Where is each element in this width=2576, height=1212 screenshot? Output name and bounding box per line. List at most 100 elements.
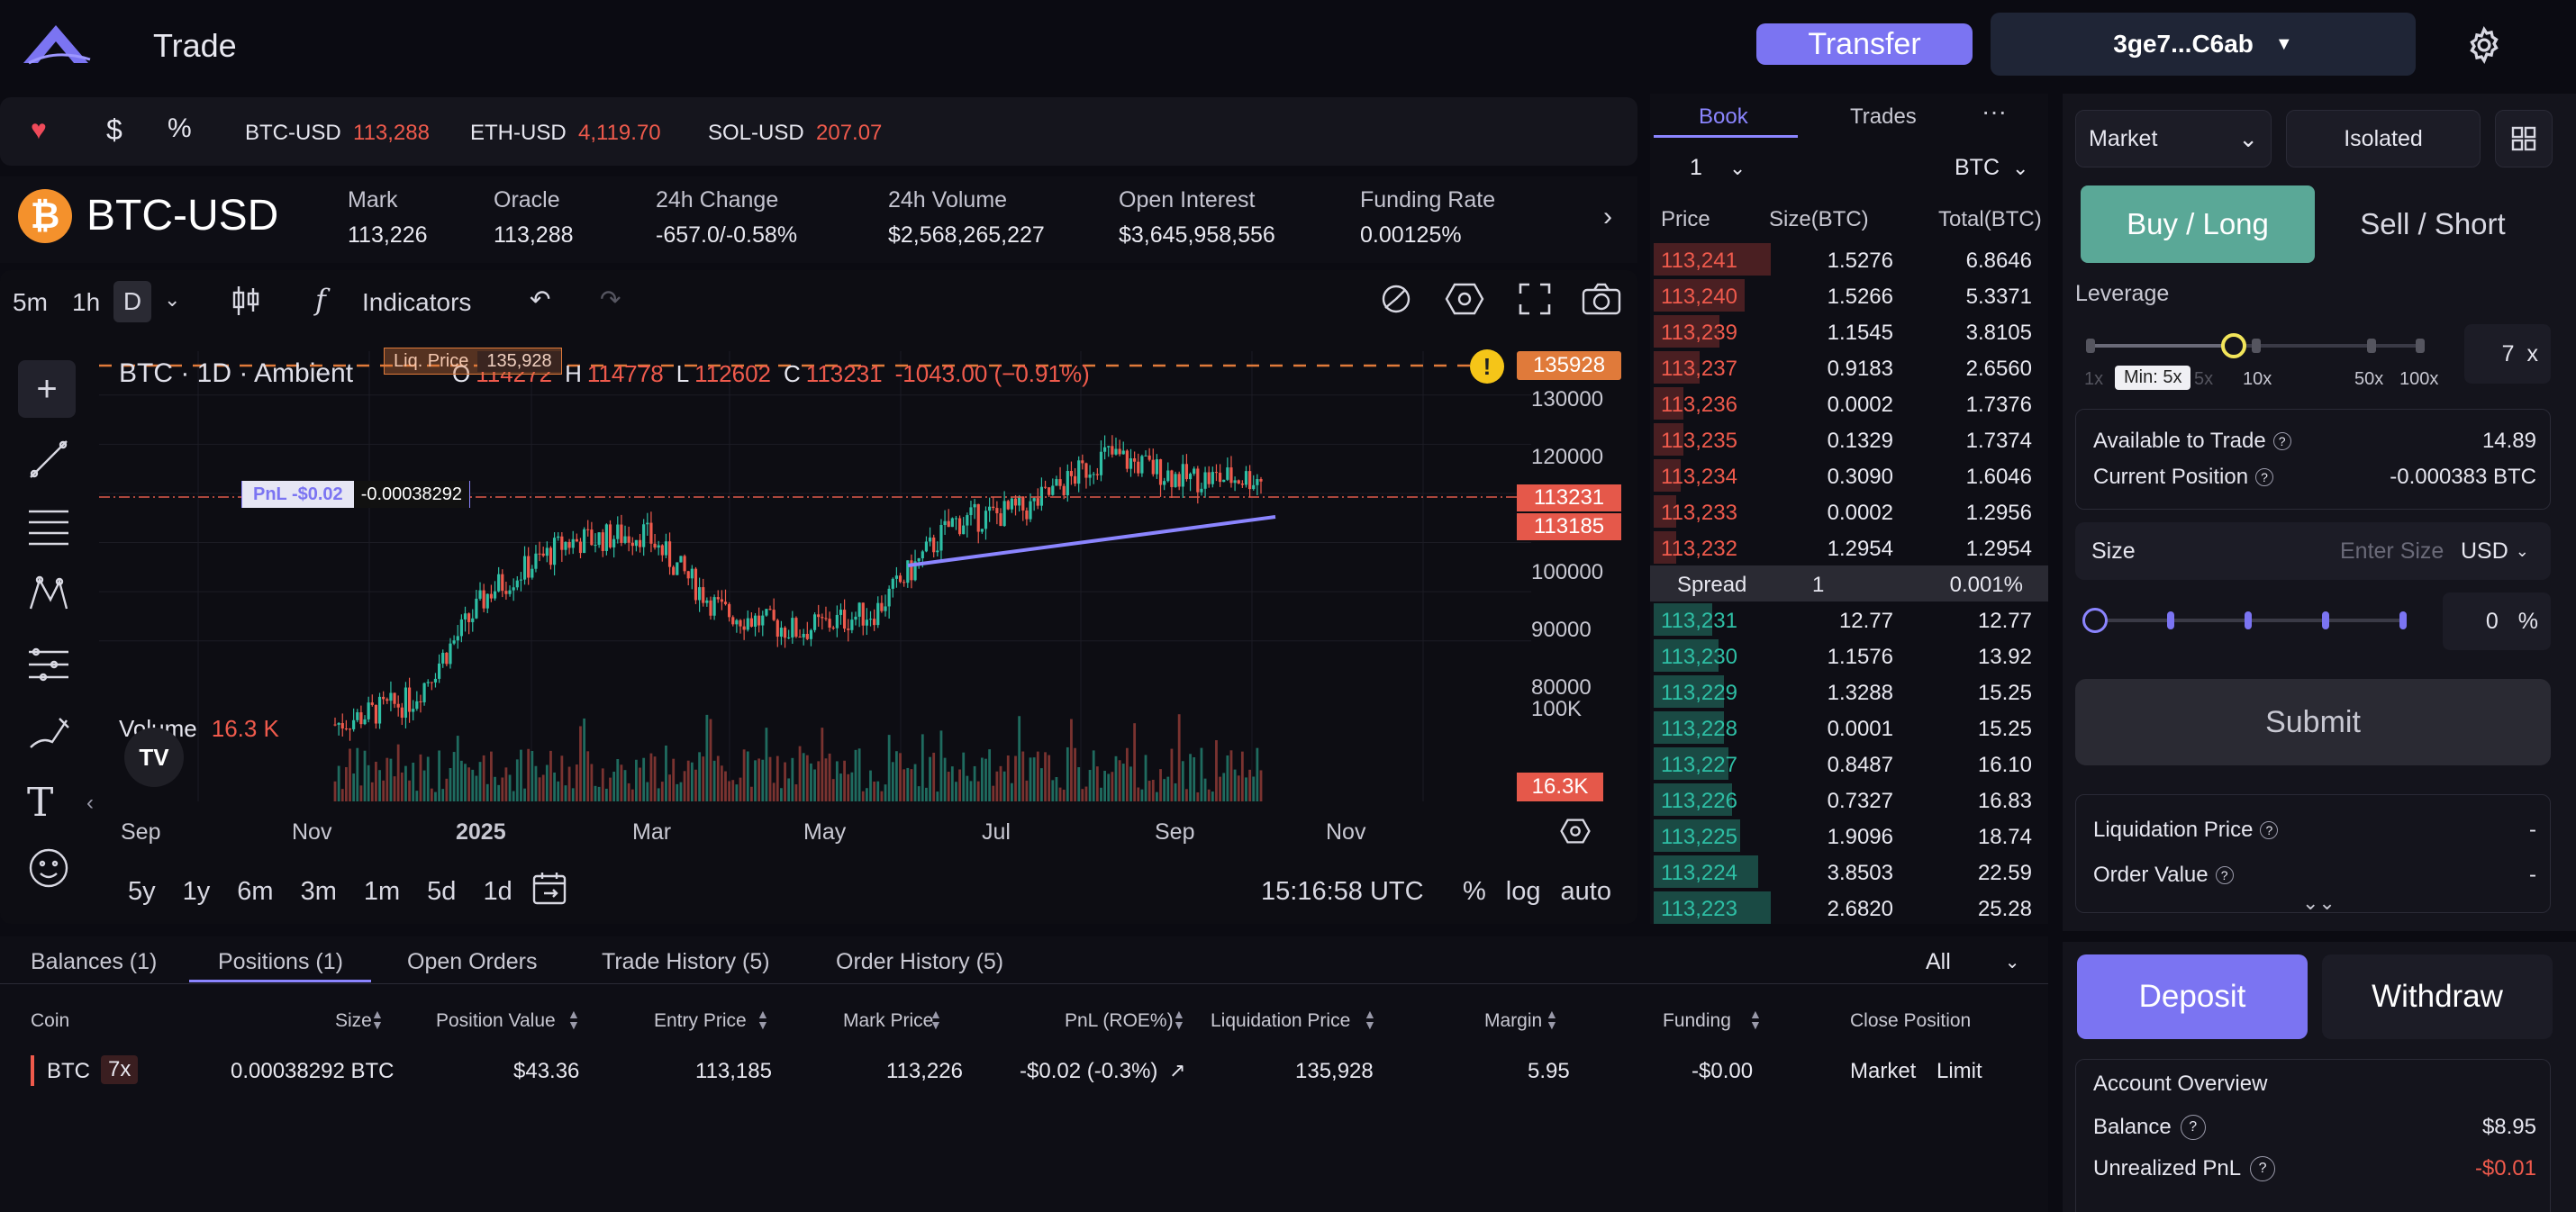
axis-settings-icon[interactable]	[1560, 816, 1591, 853]
indicators-button[interactable]: Indicators	[362, 288, 472, 316]
scale-auto[interactable]: auto	[1560, 877, 1611, 906]
bid-row[interactable]: 113,229 1.3288 15.25	[1650, 674, 2048, 710]
ask-row[interactable]: 113,236 0.0002 1.7376	[1650, 385, 2048, 421]
more-icon[interactable]: ···	[1982, 97, 2007, 125]
bid-row[interactable]: 113,227 0.8487 16.10	[1650, 746, 2048, 782]
size-slider-thumb[interactable]	[2082, 608, 2108, 633]
scale-log[interactable]: log	[1505, 877, 1541, 906]
text-tool-icon[interactable]: T	[27, 780, 54, 826]
size-input[interactable]: Enter Size	[2340, 538, 2444, 564]
bid-row[interactable]: 113,228 0.0001 15.25	[1650, 710, 2048, 746]
expand-chevron-icon[interactable]: ⌄⌄	[2302, 891, 2336, 914]
range-5y[interactable]: 5y	[128, 877, 156, 906]
transfer-button[interactable]: Transfer	[1756, 23, 1973, 65]
range-6m[interactable]: 6m	[237, 877, 274, 906]
bid-row[interactable]: 113,231 12.77 12.77	[1650, 601, 2048, 638]
crosshair-icon[interactable]: +	[18, 360, 76, 418]
tab-trade-history[interactable]: Trade History (5)	[602, 949, 770, 974]
col-margin[interactable]: Margin	[1484, 1010, 1543, 1031]
ask-row[interactable]: 113,239 1.1545 3.8105	[1650, 313, 2048, 349]
tab-trades[interactable]: Trades	[1850, 104, 1917, 129]
tab-open-orders[interactable]: Open Orders	[407, 949, 538, 974]
compare-icon[interactable]	[1378, 281, 1414, 323]
size-unit-select[interactable]: USD ⌄	[2461, 538, 2529, 564]
col-position-value[interactable]: Position Value	[436, 1010, 556, 1031]
col-liquidation-price[interactable]: Liquidation Price	[1211, 1010, 1351, 1031]
layout-grid-icon[interactable]	[2495, 110, 2553, 167]
interval-1h[interactable]: 1h	[72, 288, 101, 316]
settings-hex-icon[interactable]	[1445, 281, 1484, 323]
ask-row[interactable]: 113,237 0.9183 2.6560	[1650, 349, 2048, 385]
scale-percent[interactable]: %	[1463, 877, 1486, 906]
camera-icon[interactable]	[1582, 283, 1621, 321]
goto-date-icon[interactable]	[531, 870, 567, 912]
sort-icon[interactable]: ▲ ▼	[1364, 1007, 1376, 1032]
ask-row[interactable]: 113,233 0.0002 1.2956	[1650, 493, 2048, 529]
bid-row[interactable]: 113,226 0.7327 16.83	[1650, 782, 2048, 818]
close-limit-button[interactable]: Limit	[1937, 1059, 1982, 1083]
deposit-button[interactable]: Deposit	[2077, 954, 2308, 1039]
col-funding[interactable]: Funding	[1663, 1010, 1731, 1031]
market-symbol[interactable]: BTC-USD	[86, 192, 279, 240]
share-pnl-icon[interactable]: ↗	[1169, 1059, 1186, 1081]
ask-row[interactable]: 113,234 0.3090 1.6046	[1650, 457, 2048, 493]
positions-filter-select[interactable]: All ⌄	[1926, 949, 2020, 974]
col-mark-price[interactable]: Mark Price	[843, 1010, 934, 1031]
tradingview-logo[interactable]: TV	[124, 728, 184, 787]
range-1y[interactable]: 1y	[182, 877, 211, 906]
range-5d[interactable]: 5d	[427, 877, 457, 906]
chevron-right-icon[interactable]: ›	[1603, 202, 1612, 231]
dollar-icon[interactable]: $	[106, 113, 122, 146]
ask-row[interactable]: 113,235 0.1329 1.7374	[1650, 421, 2048, 457]
ask-row[interactable]: 113,232 1.2954 1.2954	[1650, 529, 2048, 565]
col-entry-price[interactable]: Entry Price	[654, 1010, 747, 1031]
wallet-dropdown[interactable]: 3ge7...C6ab ▼	[1991, 13, 2416, 76]
undo-icon[interactable]: ↶	[530, 285, 551, 313]
submit-button[interactable]: Submit	[2075, 679, 2551, 765]
sell-short-button[interactable]: Sell / Short	[2360, 207, 2506, 240]
tab-book[interactable]: Book	[1699, 104, 1748, 129]
warning-icon[interactable]: !	[1470, 349, 1504, 384]
percent-icon[interactable]: %	[168, 113, 192, 143]
ticker-symbol[interactable]: BTC-USD	[245, 121, 341, 145]
close-market-button[interactable]: Market	[1850, 1059, 1917, 1083]
ask-row[interactable]: 113,240 1.5266 5.3371	[1650, 277, 2048, 313]
sort-icon[interactable]: ▲ ▼	[371, 1007, 384, 1032]
fullscreen-icon[interactable]	[1519, 283, 1551, 321]
withdraw-button[interactable]: Withdraw	[2322, 954, 2553, 1039]
size-percent-input[interactable]: 0%	[2443, 592, 2551, 650]
settings-gear-icon[interactable]	[2464, 25, 2504, 65]
trend-line-icon[interactable]	[27, 438, 70, 481]
price-chart[interactable]	[99, 351, 1531, 801]
range-1d[interactable]: 1d	[483, 877, 512, 906]
col-size[interactable]: Size	[335, 1010, 372, 1031]
leverage-slider-thumb[interactable]	[2221, 333, 2246, 358]
book-grouping-select[interactable]: 1 ⌄	[1690, 155, 1746, 180]
col-pnl[interactable]: PnL (ROE%)	[1065, 1010, 1174, 1031]
buy-long-button[interactable]: Buy / Long	[2081, 185, 2315, 263]
size-input-box[interactable]	[2075, 522, 2551, 580]
redo-icon[interactable]: ↷	[600, 285, 621, 313]
position-coin[interactable]: BTC	[47, 1059, 90, 1083]
emoji-icon[interactable]	[27, 846, 70, 890]
book-unit-select[interactable]: BTC ⌄	[1955, 155, 2029, 180]
interval-menu-chevron-icon[interactable]: ⌄	[164, 288, 181, 311]
ask-row[interactable]: 113,241 1.5276 6.8646	[1650, 241, 2048, 277]
sort-icon[interactable]: ▲ ▼	[567, 1007, 580, 1032]
fib-lines-icon[interactable]	[27, 504, 70, 547]
range-3m[interactable]: 3m	[300, 877, 337, 906]
bid-row[interactable]: 113,230 1.1576 13.92	[1650, 638, 2048, 674]
function-icon[interactable]: f	[315, 283, 326, 317]
order-type-select[interactable]: Market ⌄	[2075, 110, 2272, 167]
projection-icon[interactable]	[27, 643, 70, 686]
sort-icon[interactable]: ▲ ▼	[757, 1007, 769, 1032]
ticker-symbol[interactable]: SOL-USD	[708, 121, 804, 145]
sort-icon[interactable]: ▲ ▼	[930, 1007, 942, 1032]
sort-icon[interactable]: ▲ ▼	[1546, 1007, 1558, 1032]
pattern-icon[interactable]	[27, 573, 70, 616]
tab-balances[interactable]: Balances (1)	[31, 949, 158, 974]
heart-icon[interactable]: ♥	[31, 115, 47, 145]
candle-type-icon[interactable]	[231, 285, 261, 323]
bid-row[interactable]: 113,224 3.8503 22.59	[1650, 854, 2048, 890]
